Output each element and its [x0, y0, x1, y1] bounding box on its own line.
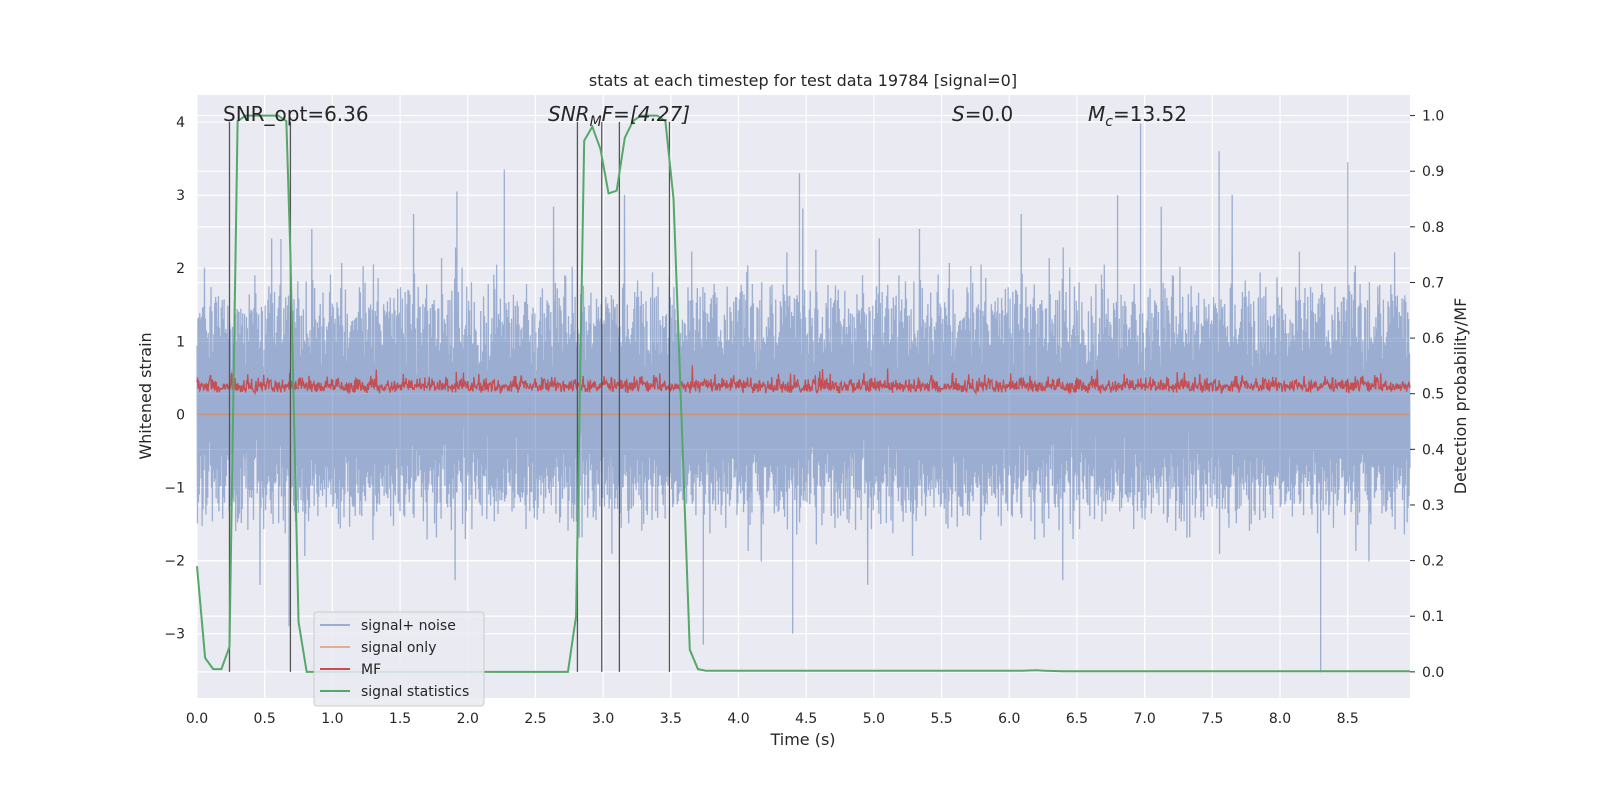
- y-tick-label-right: 1.0: [1422, 109, 1444, 125]
- x-tick-label: 2.5: [524, 711, 546, 727]
- x-tick-label: 1.0: [321, 711, 343, 727]
- mf-series: [196, 365, 1411, 396]
- signal-statistics-series: [196, 114, 1410, 673]
- x-tick-label: 0.5: [254, 711, 276, 727]
- y-tick-label-left: −1: [164, 480, 185, 496]
- x-tick-label: 6.5: [1066, 711, 1088, 727]
- y-tick-label-right: 0.3: [1422, 498, 1444, 514]
- s-base: S: [952, 102, 965, 126]
- y-tick-label-right: 0.2: [1422, 554, 1444, 570]
- x-tick-label: 1.5: [389, 711, 411, 727]
- signal-statistics-line: [196, 114, 1410, 673]
- mc-rest: =13.52: [1113, 102, 1187, 126]
- signal-noise-series: [196, 123, 1411, 673]
- legend-label-mf: MF: [361, 662, 381, 678]
- x-tick-label: 7.0: [1134, 711, 1156, 727]
- snr-mf-sub: M: [590, 114, 602, 130]
- x-tick-label: 4.0: [727, 711, 749, 727]
- y-tick-label-left: 4: [176, 115, 185, 131]
- tick-labels: 0.0 0.5 1.0 1.5 2.0 2.5 3.0 3.5 4.0 4.5 5.0 5.5 6.0 6…: [164, 109, 1444, 727]
- x-tick-label: 6.0: [998, 711, 1020, 727]
- x-tick-label: 5.0: [863, 711, 885, 727]
- snr-mf-base: SNR: [548, 102, 590, 126]
- legend-box: [313, 611, 485, 707]
- snr-mf-rest: F=[4.27]: [602, 102, 690, 126]
- chart-title: stats at each timestep for test data 197…: [589, 71, 1017, 90]
- y-tick-label-right: 0.7: [1422, 275, 1444, 291]
- legend: signal+ noise signal only MF signal stat…: [313, 611, 485, 707]
- y-tick-label-right: 0.1: [1422, 609, 1444, 625]
- x-tick-label: 4.5: [795, 711, 817, 727]
- mc-base: M: [1088, 102, 1105, 126]
- x-tick-label: 0.0: [186, 711, 208, 727]
- y-tick-label-left: 0: [176, 407, 185, 423]
- y-tick-label-left: −3: [164, 627, 185, 643]
- legend-label-signal-statistics: signal statistics: [361, 684, 469, 700]
- y-tick-label-right: 0.4: [1422, 442, 1444, 458]
- legend-label-signal-noise: signal+ noise: [361, 618, 456, 634]
- annotation-mc: Mc=13.52: [1088, 102, 1187, 130]
- annotation-snr-mf: SNRMF=[4.27]: [548, 102, 690, 130]
- s-rest: =0.0: [965, 102, 1014, 126]
- y-axis-label-left: Whitened strain: [136, 332, 155, 459]
- x-tick-label: 8.5: [1337, 711, 1359, 727]
- y-tick-label-right: 0.5: [1422, 387, 1444, 403]
- y-tick-label-left: 2: [176, 261, 185, 277]
- x-tick-label: 3.5: [660, 711, 682, 727]
- x-tick-label: 2.0: [457, 711, 479, 727]
- y-tick-label-left: −2: [164, 554, 185, 570]
- x-tick-label: 5.5: [930, 711, 952, 727]
- y-tick-label-right: 0.8: [1422, 220, 1444, 236]
- y-tick-label-right: 0.9: [1422, 164, 1444, 180]
- x-axis-label: Time (s): [769, 730, 835, 749]
- annotation-snr-opt: SNR_opt=6.36: [223, 102, 369, 126]
- y-tick-label-right: 0.0: [1422, 665, 1444, 681]
- y-tick-label-right: 0.6: [1422, 331, 1444, 347]
- legend-label-signal-only: signal only: [361, 640, 436, 656]
- mc-sub: c: [1105, 114, 1113, 130]
- y-tick-label-left: 1: [176, 334, 185, 350]
- x-tick-label: 3.0: [592, 711, 614, 727]
- annotation-s: S=0.0: [952, 102, 1013, 126]
- mf-line: [196, 365, 1411, 396]
- x-tick-label: 7.5: [1201, 711, 1223, 727]
- y-axis-label-right: Detection probability/MF: [1451, 298, 1470, 495]
- y-tick-label-left: 3: [176, 188, 185, 204]
- x-tick-label: 8.0: [1269, 711, 1291, 727]
- signal-noise-line: [196, 123, 1411, 673]
